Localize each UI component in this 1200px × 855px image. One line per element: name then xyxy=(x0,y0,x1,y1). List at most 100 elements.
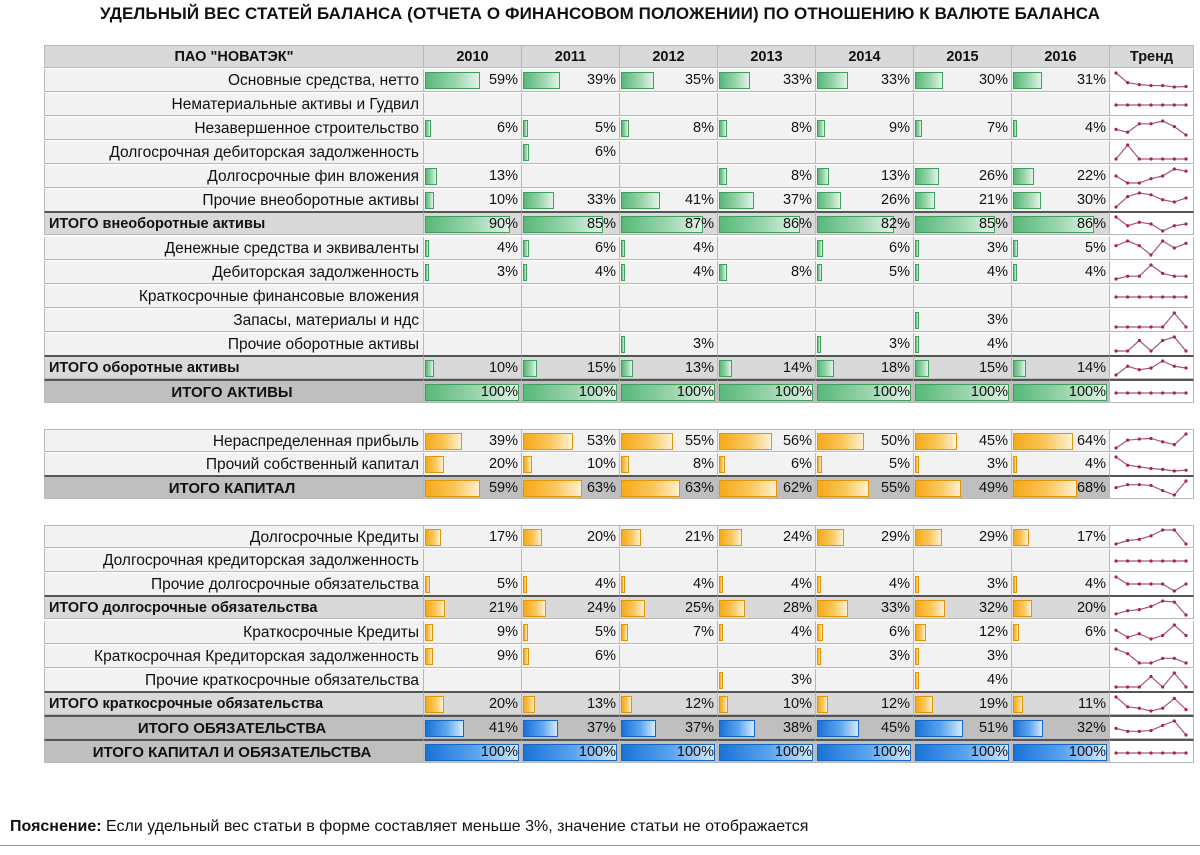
value-cell: 3% xyxy=(718,669,816,692)
value-cell: 17% xyxy=(1012,525,1110,548)
value-cell: 9% xyxy=(424,645,522,668)
value-cell: 8% xyxy=(718,165,816,188)
sparkline-point xyxy=(1137,103,1141,107)
trend-sparkline xyxy=(1110,669,1194,692)
value-text: 45% xyxy=(978,433,1008,449)
value-text: 100% xyxy=(676,384,714,400)
value-cell: 14% xyxy=(718,355,816,379)
value-bar xyxy=(1013,744,1107,761)
sparkline-line xyxy=(1116,312,1187,328)
value-bar xyxy=(621,336,625,353)
value-cell: 29% xyxy=(914,525,1012,548)
value-text: 11% xyxy=(1078,696,1106,712)
sparkline-point xyxy=(1161,325,1165,329)
sparkline xyxy=(1114,623,1188,641)
row-label: Долгосрочная дебиторская задолженность xyxy=(44,141,424,164)
value-text: 4% xyxy=(693,240,714,256)
sparkline-point xyxy=(1161,528,1165,532)
sparkline-point xyxy=(1126,130,1130,134)
value-cell: 7% xyxy=(914,117,1012,140)
sparkline-point xyxy=(1184,157,1188,161)
row-label: Незавершенное строительство xyxy=(44,117,424,140)
value-text: 82% xyxy=(880,216,910,232)
sparkline-point xyxy=(1172,335,1176,339)
value-text: 14% xyxy=(1076,360,1106,376)
trend-sparkline xyxy=(1110,379,1194,403)
value-cell: 10% xyxy=(424,355,522,379)
value-text: 100% xyxy=(774,744,812,760)
value-text: 8% xyxy=(791,120,812,136)
sparkline-point xyxy=(1172,656,1176,660)
sparkline-point xyxy=(1172,589,1176,593)
value-text: 3% xyxy=(987,312,1008,328)
sparkline-point xyxy=(1172,696,1176,700)
sparkline-point xyxy=(1161,103,1165,107)
value-cell: 8% xyxy=(718,117,816,140)
sparkline xyxy=(1114,599,1188,617)
value-text: 9% xyxy=(497,648,518,664)
value-cell xyxy=(424,549,522,572)
trend-sparkline xyxy=(1110,141,1194,164)
value-cell xyxy=(914,285,1012,308)
sparkline-point xyxy=(1161,723,1165,728)
sparkline xyxy=(1114,695,1188,713)
value-text: 8% xyxy=(693,120,714,136)
value-text: 6% xyxy=(1085,624,1106,640)
sparkline-point xyxy=(1172,200,1176,204)
value-cell xyxy=(620,285,718,308)
sparkline-point xyxy=(1149,103,1153,107)
sparkline-point xyxy=(1161,440,1165,444)
sparkline-point xyxy=(1137,608,1141,612)
value-text: 14% xyxy=(782,360,812,376)
value-bar xyxy=(1013,529,1029,546)
sparkline xyxy=(1114,295,1188,299)
sparkline-point xyxy=(1149,122,1153,126)
sparkline-point xyxy=(1126,364,1130,368)
header-year-2012: 2012 xyxy=(620,45,718,68)
value-text: 13% xyxy=(586,696,616,712)
trend-sparkline xyxy=(1110,429,1194,452)
value-bar xyxy=(425,696,444,713)
value-bar xyxy=(523,696,535,713)
value-cell: 3% xyxy=(816,333,914,356)
value-cell: 5% xyxy=(522,117,620,140)
sparkline-point xyxy=(1161,599,1165,603)
sparkline-point xyxy=(1114,455,1118,459)
value-cell: 25% xyxy=(620,595,718,619)
value-cell xyxy=(522,333,620,356)
sparkline-point xyxy=(1149,193,1153,197)
value-cell: 5% xyxy=(424,573,522,596)
sparkline-point xyxy=(1172,364,1176,368)
sparkline-point xyxy=(1137,632,1141,636)
value-cell: 24% xyxy=(718,525,816,548)
value-cell: 21% xyxy=(424,595,522,619)
trend-sparkline xyxy=(1110,573,1194,596)
value-bar xyxy=(621,433,673,450)
value-text: 59% xyxy=(488,72,518,88)
sparkline-point xyxy=(1114,295,1118,299)
sparkline-point xyxy=(1172,623,1176,627)
value-bar xyxy=(719,720,755,737)
value-text: 6% xyxy=(497,120,518,136)
value-bar xyxy=(621,360,633,377)
sparkline-point xyxy=(1184,295,1188,299)
row-label: ИТОГО долгосрочные обязательства xyxy=(44,595,424,619)
value-cell: 62% xyxy=(718,475,816,499)
value-cell: 4% xyxy=(620,573,718,596)
value-cell: 31% xyxy=(1012,69,1110,92)
sparkline xyxy=(1114,719,1188,737)
value-bar xyxy=(1013,433,1073,450)
value-text: 6% xyxy=(595,144,616,160)
value-cell: 82% xyxy=(816,211,914,235)
value-text: 3% xyxy=(987,648,1008,664)
value-bar xyxy=(425,480,480,497)
value-cell: 33% xyxy=(718,69,816,92)
value-text: 19% xyxy=(978,696,1008,712)
value-bar xyxy=(1013,240,1018,257)
sparkline-point xyxy=(1126,463,1130,467)
header-year-2014: 2014 xyxy=(816,45,914,68)
sparkline-point xyxy=(1161,295,1165,299)
value-cell: 6% xyxy=(816,237,914,260)
value-cell: 10% xyxy=(424,189,522,212)
trend-sparkline xyxy=(1110,69,1194,92)
